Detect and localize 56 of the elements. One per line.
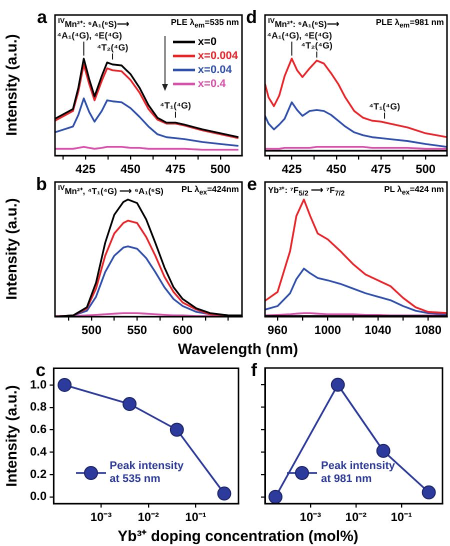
legend-label: Peak intensity at 981 nm (321, 460, 396, 486)
text: PL λ$_{ex}$=424nm (181, 184, 239, 197)
text: PL λ$_{ex}$=424 nm (384, 184, 444, 197)
y-tick-label: 0.2 (30, 466, 47, 481)
text: PLE λ$_{em}$=981 nm (376, 17, 444, 30)
x-axis-title: Yb³⁺ doping concentration (mol%) (118, 528, 358, 545)
chart-title: e (246, 174, 257, 195)
x-tick-label: 10⁻¹ (185, 510, 206, 524)
x-tick-label: 500 (210, 162, 231, 176)
text: Yb³⁺: ⁷F$_{5/2}$ ⟶ ⁷F$_{7/2}$ (268, 184, 345, 198)
x-tick-label: 425 (282, 162, 302, 176)
chart-title: a (36, 7, 47, 28)
x-tick-label: 1000 (314, 323, 342, 338)
x-tick-label: 10⁻² (345, 510, 367, 524)
x-tick-label: 10⁻¹ (390, 510, 412, 524)
x-tick-label: 10⁻³ (300, 510, 322, 524)
annotation: ⁴T₂(⁴G) (301, 40, 332, 51)
x-tick-label: 1040 (364, 323, 392, 338)
y-tick-label: 0.6 (30, 422, 47, 436)
x-tick-label: 425 (76, 162, 96, 176)
annotation: ⁴T₂(⁴G) (96, 42, 128, 53)
x-tick-label: 10⁻³ (90, 510, 112, 524)
x-axis-title: Wavelength (nm) (178, 341, 298, 358)
x-tick-label: 450 (120, 162, 141, 176)
legend-label: x=0.004 (198, 50, 238, 62)
x-tick-label: 600 (172, 323, 194, 338)
annotation: ⁴A₁(⁴G), ⁴E(⁴G) (267, 30, 332, 41)
annotation: ⁴T₁(⁴G) (160, 100, 192, 111)
legend-label: x=0.04 (198, 64, 232, 76)
text: $^{IV}$Mn²⁺, ⁴T₁(⁴G) ⟶ ⁶A₁(⁶S) (58, 184, 164, 196)
y-axis-title: Intensity (a.u.) (4, 385, 20, 487)
y-axis-title: Intensity (a.u.) (4, 34, 20, 136)
text: $^{IV}$Mn²⁺: ⁶A₁(⁶S)⟶ (268, 17, 340, 29)
legend-label: Peak intensity at 535 nm (110, 460, 185, 486)
x-tick-label: 500 (81, 323, 102, 338)
x-tick-label: 450 (326, 162, 347, 176)
x-tick-label: 475 (370, 162, 392, 176)
x-tick-label: 960 (268, 323, 288, 338)
x-tick-label: 1080 (414, 323, 442, 338)
legend-label: x=0 (198, 36, 217, 48)
x-tick-label: 475 (165, 162, 186, 176)
x-tick-label: 500 (416, 162, 436, 176)
annotation: ⁴A₁(⁴G), ⁴E(⁴G) (57, 30, 122, 41)
chart-title: d (246, 7, 257, 28)
y-tick-label: 0.0 (30, 489, 47, 504)
y-tick-label: 0.8 (30, 400, 47, 414)
y-axis-title: Intensity (a.u.) (4, 198, 20, 300)
text: $^{IV}$Mn²⁺: ⁶A₁(⁶S)⟶ (58, 17, 130, 29)
text: PLE λ$_{em}$=535 nm (170, 17, 239, 30)
x-tick-label: 10⁻² (138, 510, 160, 524)
chart-title: b (36, 174, 47, 195)
annotation: ⁴T₁(⁴G) (368, 102, 400, 112)
chart-title: f (251, 360, 257, 381)
y-tick-label: 0.4 (30, 444, 47, 458)
legend-label: x=0.4 (198, 78, 226, 90)
x-tick-label: 550 (127, 323, 148, 338)
